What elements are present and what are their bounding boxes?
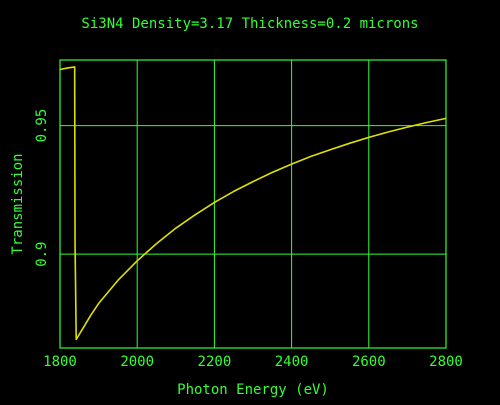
x-axis-label: Photon Energy (eV) [177,382,329,398]
series-line [59,66,447,341]
tick-labels: 1800 2000 2200 2400 2600 2800 0.9 0.95 [34,109,463,370]
x-tick-label: 2400 [275,354,309,370]
chart-title: Si3N4 Density=3.17 Thickness=0.2 microns [81,16,418,32]
x-tick-label: 1800 [43,354,77,370]
grid [60,60,446,348]
plot-frame [59,59,447,349]
x-tick-label: 2600 [352,354,386,370]
x-tick-label: 2800 [429,354,463,370]
series-layer [59,66,447,341]
y-tick-label: 0.9 [34,241,50,266]
y-axis-label: Transmission [10,153,26,254]
x-tick-label: 2200 [198,354,232,370]
y-tick-label: 0.95 [34,109,50,143]
x-tick-label: 2000 [120,354,154,370]
